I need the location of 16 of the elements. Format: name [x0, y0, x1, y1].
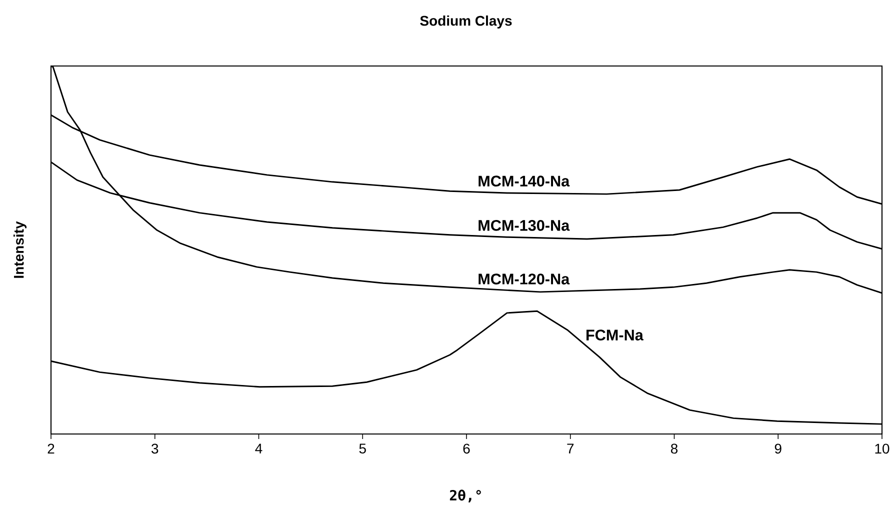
y-axis-title: Intensity [13, 221, 27, 278]
x-tick-label: 5 [359, 444, 366, 454]
x-axis-title: 2θ,° [450, 490, 481, 502]
x-tick-label: 2 [48, 444, 54, 454]
x-tick-label: 6 [463, 444, 470, 454]
x-tick-label: 10 [875, 444, 890, 454]
series-label: MCM-140-Na [478, 176, 570, 187]
x-tick-label: 7 [567, 444, 574, 454]
x-tick-label: 8 [670, 444, 678, 454]
series-label: MCM-130-Na [478, 220, 570, 231]
series-label: FCM-Na [586, 330, 644, 340]
chart-title: Sodium Clays [420, 15, 512, 29]
x-tick-label: 9 [774, 444, 782, 454]
x-tick-label: 3 [152, 444, 158, 454]
x-tick-label: 4 [255, 444, 262, 454]
series-label: MCM-120-Na [478, 274, 570, 284]
